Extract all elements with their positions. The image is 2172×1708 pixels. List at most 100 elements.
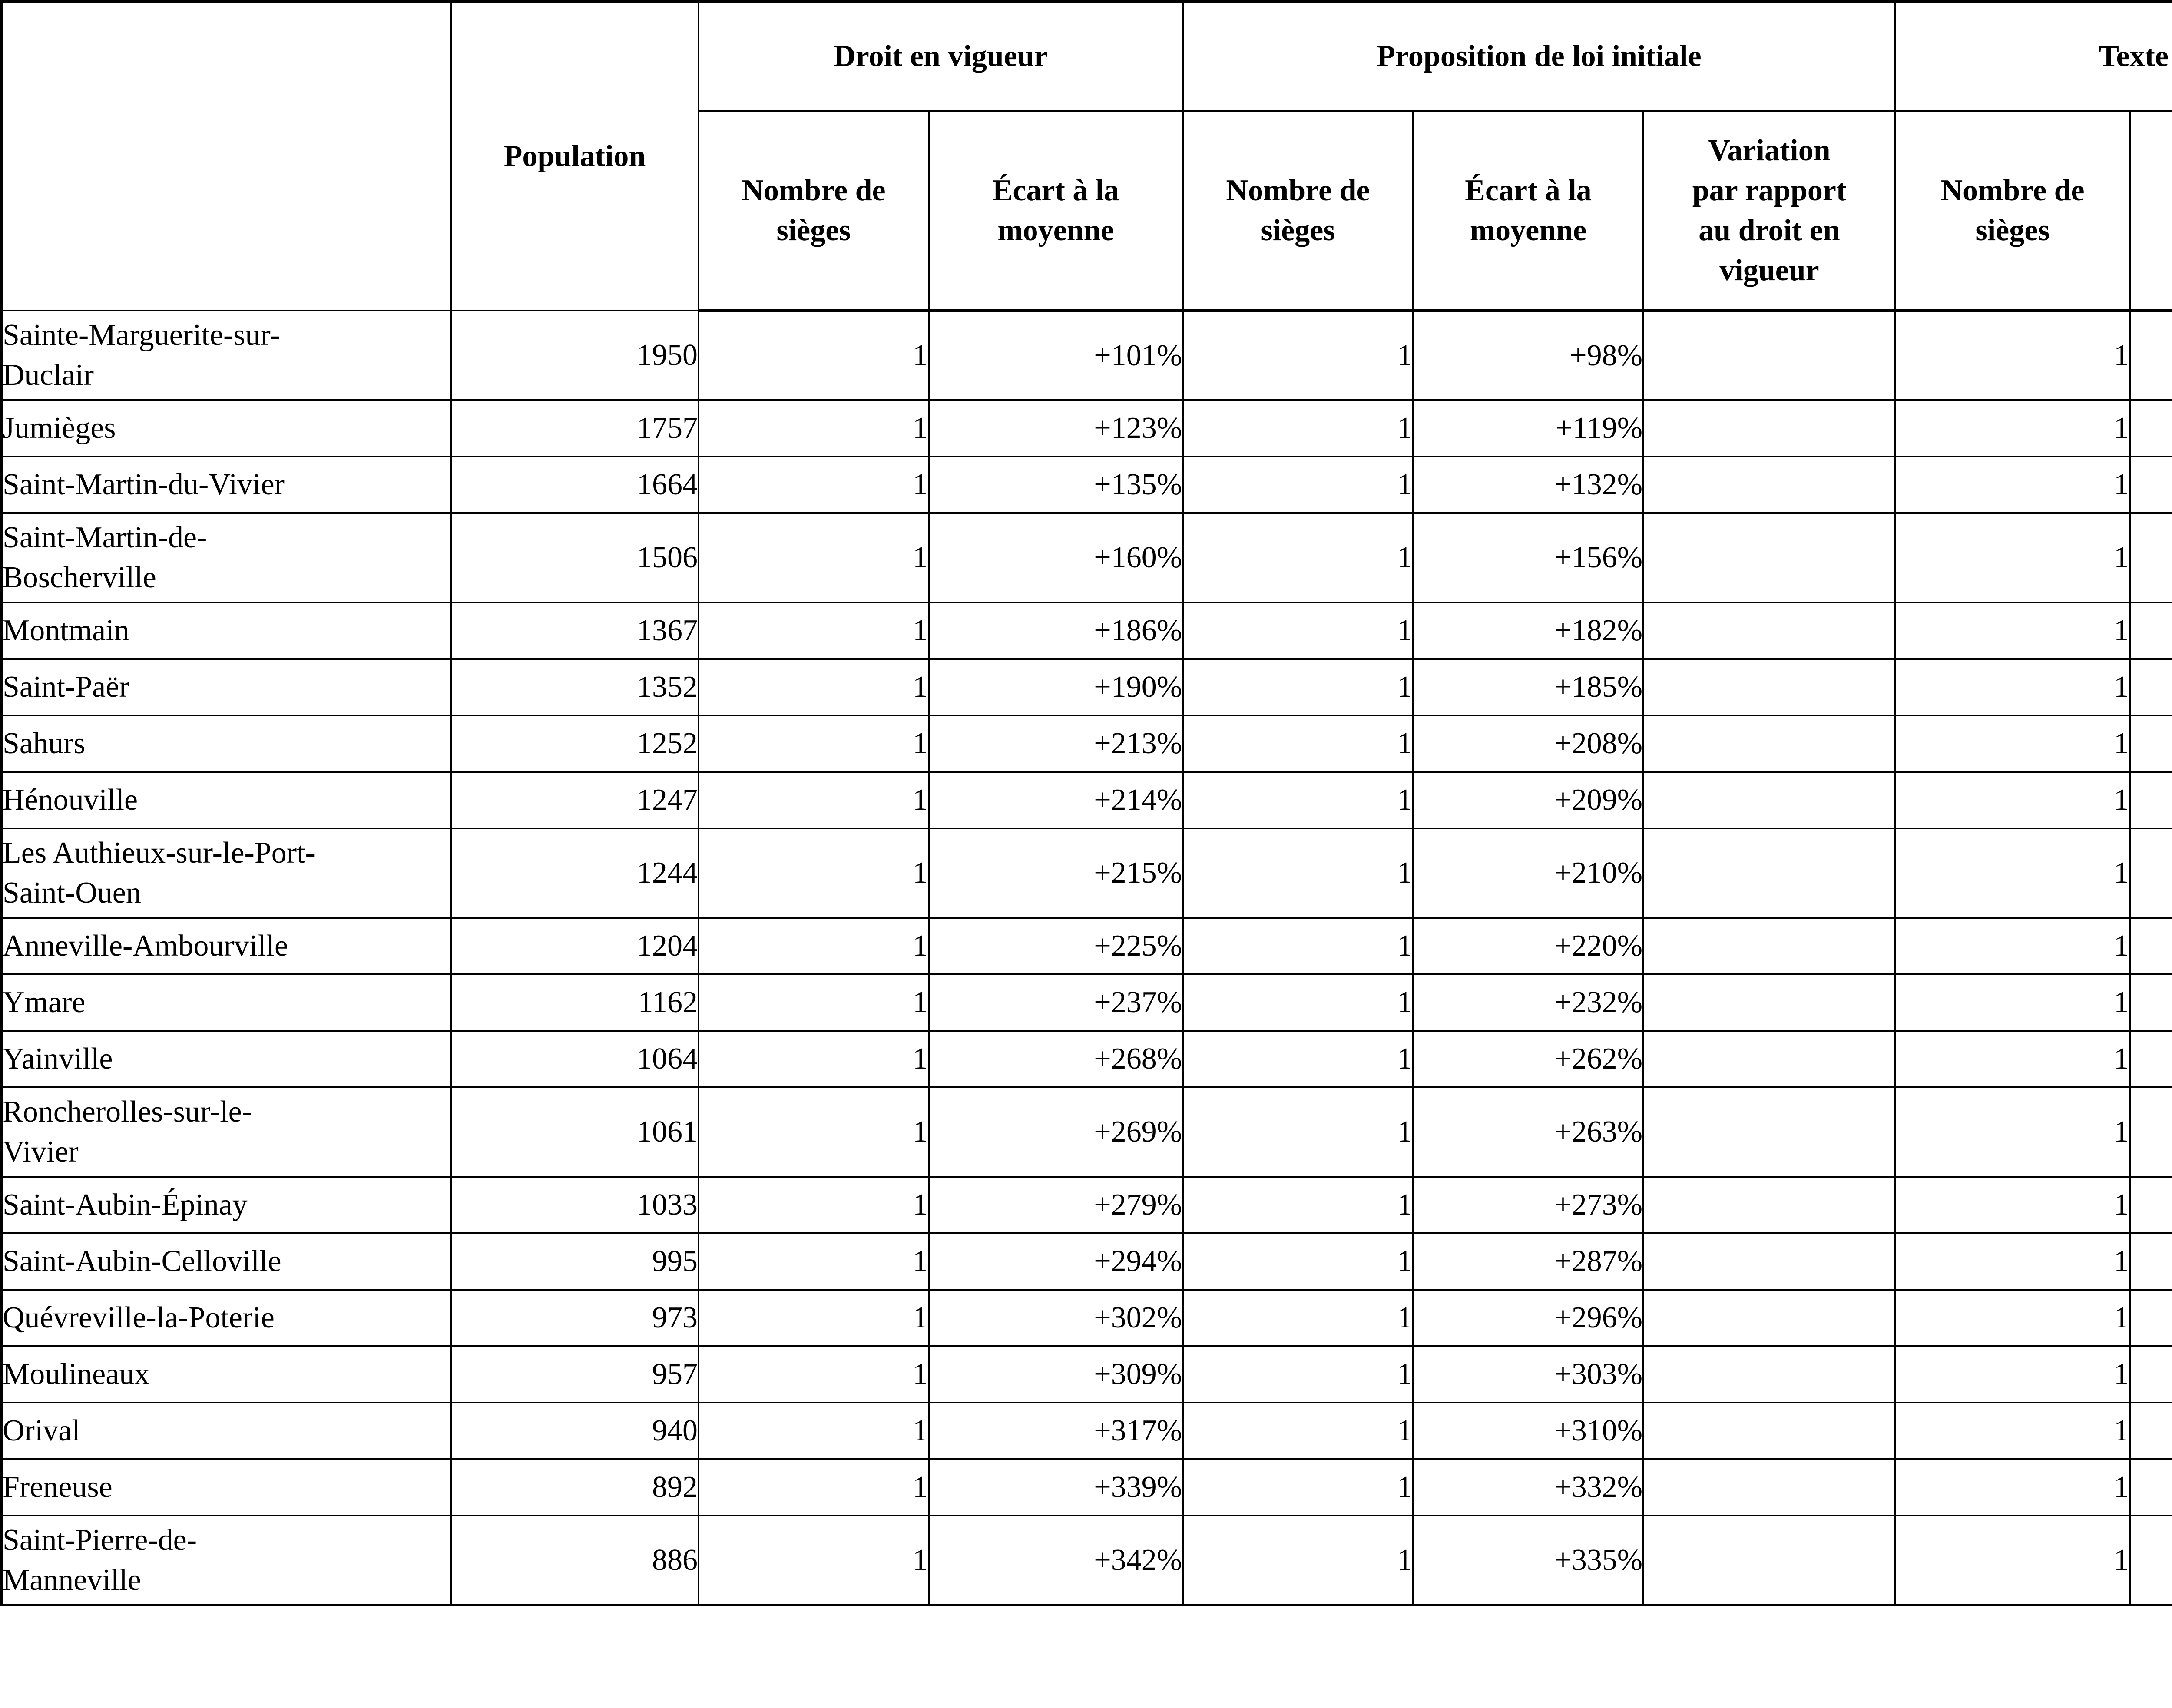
pl-sieges-cell: 1	[1182, 715, 1414, 773]
header-group-row: Population Droit en vigueur Proposition …	[0, 0, 2172, 311]
commune-name-cell: Saint-Aubin-Épinay	[0, 1176, 452, 1234]
dv-ecart-cell: +339%	[927, 1458, 1184, 1516]
table-header: Population Droit en vigueur Proposition …	[0, 0, 2172, 312]
tc-sieges-cell: 1	[1894, 512, 2131, 603]
pl-variation-cell	[1642, 828, 1897, 919]
population-cell: 1247	[450, 771, 699, 829]
pl-ecart-cell: +263%	[1412, 1086, 1645, 1178]
population-cell: 957	[450, 1345, 699, 1403]
tc-ecart-cell: +295%	[2129, 1458, 2172, 1516]
pl-variation-cell	[1642, 1345, 1897, 1403]
pl-variation-cell	[1642, 1289, 1897, 1347]
tc-ecart-cell: +232%	[2129, 1086, 2172, 1178]
tc-ecart-cell: +112%	[2129, 456, 2172, 514]
tc-sieges-cell: 1	[1894, 771, 2131, 829]
population-cell: 1162	[450, 973, 699, 1032]
pl-variation-cell	[1642, 1402, 1897, 1460]
population-cell: 886	[450, 1515, 699, 1606]
pl-variation-cell	[1642, 973, 1897, 1032]
tc-sieges-cell: 1	[1894, 1345, 2131, 1403]
pl-ecart-cell: +208%	[1412, 715, 1645, 773]
dv-ecart-cell: +317%	[927, 1402, 1184, 1460]
table-row: Saint-Aubin-Celloville9951+294%1+287%1+2…	[0, 1232, 2172, 1291]
dv-ecart-cell: +123%	[927, 399, 1184, 457]
tc-sieges-cell: 1	[1894, 715, 2131, 773]
population-cell: 1757	[450, 399, 699, 457]
group-header-proposition-initiale: Proposition de loi initiale	[1182, 0, 1897, 112]
tc-ecart-cell: +192%	[2129, 917, 2172, 975]
pl-ecart-cell: +296%	[1412, 1289, 1645, 1347]
tc-sieges-cell: 1	[1894, 310, 2131, 401]
tc-sieges-cell: 1	[1894, 456, 2131, 514]
dv-ecart-cell: +101%	[927, 310, 1184, 401]
pl-ecart-cell: +332%	[1412, 1458, 1645, 1516]
table-row: Roncherolles-sur-le- Vivier 1061 1 +269% 1 +2…	[0, 1086, 2172, 1178]
population-cell: 940	[450, 1402, 699, 1460]
tc-sieges-cell: 1	[1894, 917, 2131, 975]
population-cell: 1064	[450, 1030, 699, 1088]
tc-sieges-cell: 1	[1894, 602, 2131, 660]
tc-ecart-cell: +100%	[2129, 399, 2172, 457]
population-cell: 1244	[450, 828, 699, 919]
commune-name-cell: Ymare	[0, 973, 452, 1032]
dv-sieges-cell: 1	[698, 310, 930, 401]
population-header: Population	[450, 0, 699, 311]
dv-ecart-cell: +279%	[927, 1176, 1184, 1234]
pl-sieges-cell: 1	[1182, 917, 1414, 975]
commune-name-cell: Jumièges	[0, 399, 452, 457]
tc-sieges-cell: 1	[1894, 973, 2131, 1032]
population-cell: 1204	[450, 917, 699, 975]
pl-sieges-cell: 1	[1182, 1402, 1414, 1460]
dv-ecart-cell: +302%	[927, 1289, 1184, 1347]
pl-sieges-cell: 1	[1182, 399, 1414, 457]
pl-sieges-cell: 1	[1182, 1086, 1414, 1178]
pl-sieges-cell: 1	[1182, 1232, 1414, 1291]
subheader-dv-ecart-moyenne: Écart à la moyenne	[927, 110, 1184, 312]
dv-ecart-cell: +294%	[927, 1232, 1184, 1291]
dv-sieges-cell: 1	[698, 715, 930, 773]
pl-sieges-cell: 1	[1182, 1030, 1414, 1088]
group-header-droit-en-vigueur: Droit en vigueur	[697, 0, 1184, 112]
pl-ecart-cell: +335%	[1412, 1515, 1645, 1606]
pl-variation-cell	[1642, 917, 1897, 975]
pl-sieges-cell: 1	[1182, 1289, 1414, 1347]
commune-name-cell: Anneville-Ambourville	[0, 917, 452, 975]
dv-ecart-cell: +186%	[927, 602, 1184, 660]
pl-variation-cell	[1642, 1176, 1897, 1234]
pl-variation-cell	[1642, 771, 1897, 829]
subheader-pl-variation: Variation par rapport au droit en vigueu…	[1642, 110, 1897, 312]
tc-ecart-cell: +268%	[2129, 1345, 2172, 1403]
table-body: Sainte-Marguerite-sur- Duclair 1950 1 +101%…	[0, 310, 2172, 1606]
population-cell: 1506	[450, 512, 699, 603]
tc-sieges-cell: 1	[1894, 658, 2131, 716]
population-cell: 1252	[450, 715, 699, 773]
tc-sieges-cell: 1	[1894, 828, 2131, 919]
pl-ecart-cell: +232%	[1412, 973, 1645, 1032]
commune-name-cell: Orival	[0, 1402, 452, 1460]
table-row: Les Authieux-sur-le-Port- Saint-Ouen 1244…	[0, 828, 2172, 919]
pl-sieges-cell: 1	[1182, 1515, 1414, 1606]
dv-sieges-cell: 1	[698, 771, 930, 829]
pl-ecart-cell: +220%	[1412, 917, 1645, 975]
population-cell: 973	[450, 1289, 699, 1347]
dv-ecart-cell: +237%	[927, 973, 1184, 1032]
commune-name-cell: Saint-Martin-du-Vivier	[0, 456, 452, 514]
dv-ecart-cell: +268%	[927, 1030, 1184, 1088]
dv-sieges-cell: 1	[698, 1086, 930, 1178]
dv-ecart-cell: +342%	[927, 1515, 1184, 1606]
pl-ecart-cell: +119%	[1412, 399, 1645, 457]
table-row: Saint-Pierre-de- Manneville 886 1 +342% 1 +33…	[0, 1515, 2172, 1606]
table-row: Anneville-Ambourville12041+225%1+220%1+1…	[0, 917, 2172, 975]
table-row: Saint-Martin-du-Vivier16641+135%1+132%1+…	[0, 456, 2172, 514]
population-cell: 1950	[450, 310, 699, 401]
pl-ecart-cell: +132%	[1412, 456, 1645, 514]
dv-sieges-cell: 1	[698, 1515, 930, 1606]
dv-sieges-cell: 1	[698, 1030, 930, 1088]
dv-sieges-cell: 1	[698, 973, 930, 1032]
dv-sieges-cell: 1	[698, 1176, 930, 1234]
tc-ecart-cell: +160%	[2129, 658, 2172, 716]
pl-sieges-cell: 1	[1182, 1458, 1414, 1516]
